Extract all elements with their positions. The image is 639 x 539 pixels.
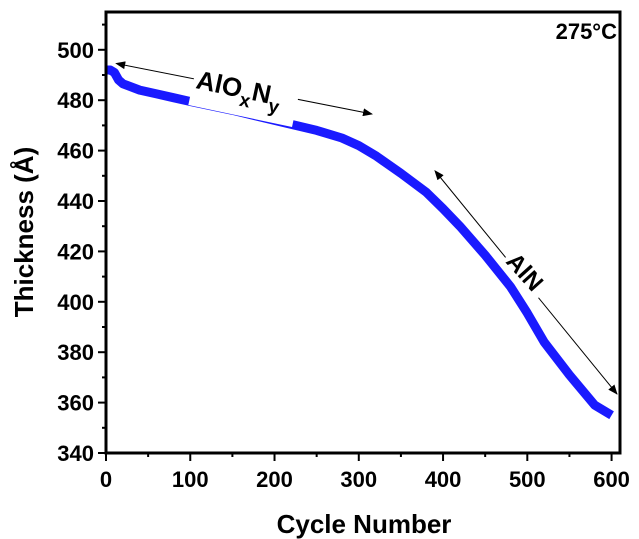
y-tick-label: 360 xyxy=(57,391,94,416)
aloxny-label: AlOxNy xyxy=(188,63,301,128)
x-tick-label: 400 xyxy=(425,467,462,492)
x-tick-label: 200 xyxy=(256,467,293,492)
temperature-label: 275°C xyxy=(556,19,618,44)
y-tick-label: 380 xyxy=(57,340,94,365)
y-tick-label: 500 xyxy=(57,38,94,63)
y-axis-title: Thickness (Å) xyxy=(9,147,39,318)
x-axis-title: Cycle Number xyxy=(277,509,452,539)
aln-label: AlN xyxy=(498,245,555,303)
y-tick-label: 460 xyxy=(57,139,94,164)
plot-frame xyxy=(104,10,622,455)
y-tick-label: 440 xyxy=(57,189,94,214)
series-layer xyxy=(105,65,614,420)
y-tick-label: 480 xyxy=(57,88,94,113)
ticks-layer xyxy=(98,23,613,461)
x-tick-label: 500 xyxy=(509,467,546,492)
svg-text:AlOxNy: AlOxNy xyxy=(192,65,284,119)
y-tick-label: 420 xyxy=(57,239,94,264)
tick-labels: 0 100 200 300 400 500 600 340 360 380 400 420 440 460… xyxy=(57,38,630,492)
y-tick-label: 400 xyxy=(57,290,94,315)
aloxny-sub-y: y xyxy=(266,96,281,119)
x-tick-label: 600 xyxy=(593,467,630,492)
aloxny-sub-x: x xyxy=(238,90,253,113)
x-tick-label: 100 xyxy=(172,467,209,492)
y-tick-label: 340 xyxy=(57,441,94,466)
x-tick-label: 0 xyxy=(100,467,112,492)
series-line-0 xyxy=(105,65,614,420)
x-tick-label: 300 xyxy=(340,467,377,492)
